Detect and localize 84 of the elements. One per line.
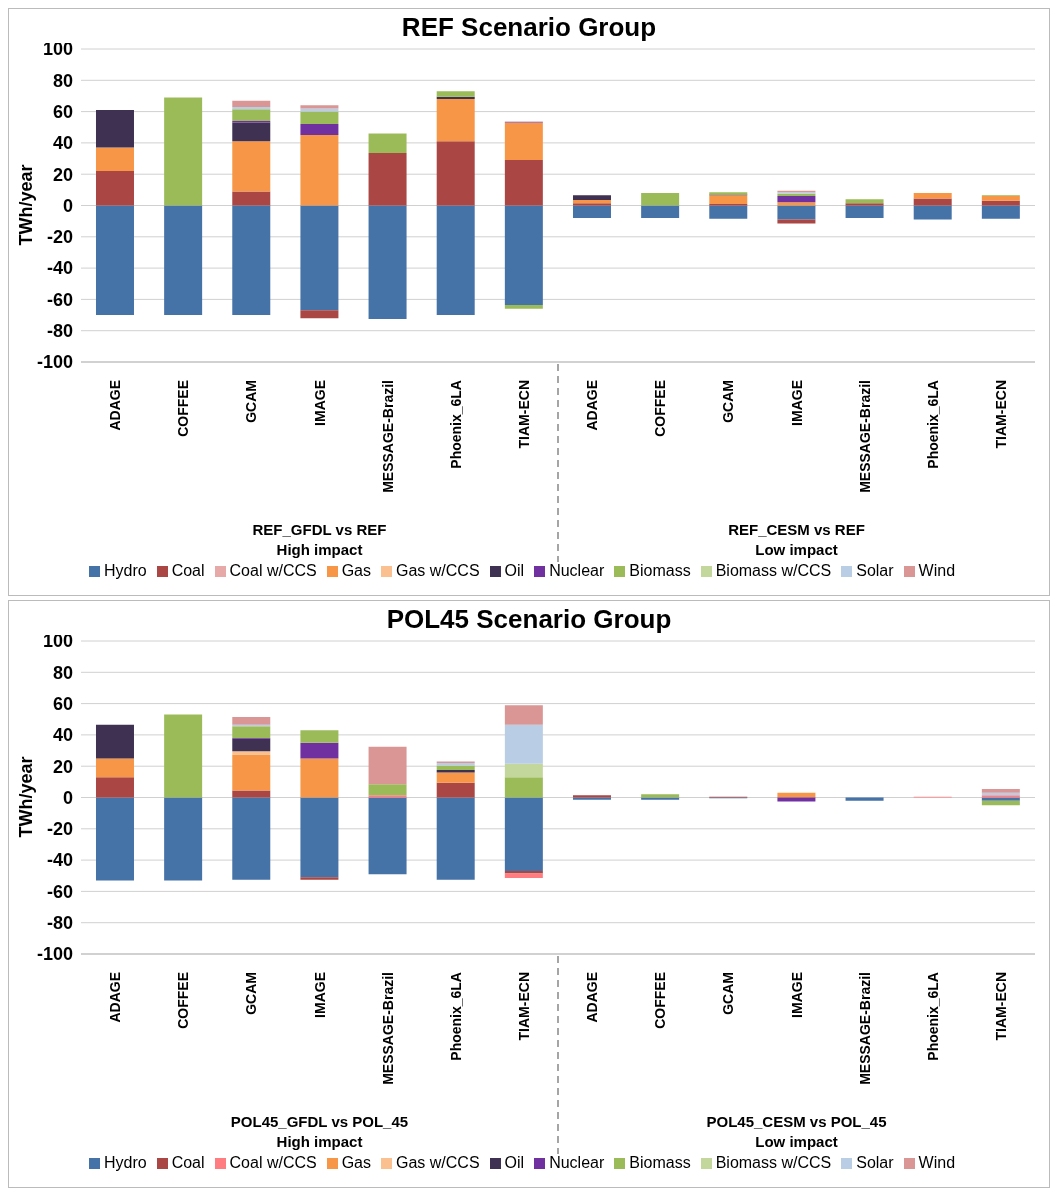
legend-label: Coal w/CCS [229,562,317,579]
x-tick-label: TIAM-ECN [515,972,532,1041]
y-tick-label: 20 [52,164,73,185]
legend-label: Biomass w/CCS [715,1154,832,1171]
legend-label: Gas w/CCS [396,1154,480,1171]
y-tick-label: 80 [52,662,73,683]
y-tick-label: -80 [46,913,73,934]
x-tick-label: GCAM [720,972,737,1015]
x-tick-label: Phoenix_6LA [924,380,941,469]
y-tick-label: 80 [52,70,73,91]
text: REF_CESM vs REF [727,520,866,540]
x-tick-label: IMAGE [311,380,328,426]
x-tick-label: COFFEE [175,380,192,437]
x-tick-label: IMAGE [788,972,805,1018]
x-tick-label: IMAGE [788,380,805,426]
y-tick-label: 40 [52,725,73,746]
x-tick-label: Phoenix_6LA [447,972,464,1061]
y-tick-label: -20 [46,819,73,840]
legend-label: Wind [918,1154,956,1171]
x-tick-label: ADAGE [584,972,601,1023]
legend-label: Gas [341,562,372,579]
legend-label: Coal [171,1154,205,1171]
x-tick-label: MESSAGE-Brazil [856,972,873,1085]
legend-label: Biomass [629,1154,691,1171]
y-tick-label: 100 [42,39,73,60]
x-tick-label: ADAGE [584,380,601,431]
x-tick-label: MESSAGE-Brazil [379,972,396,1085]
x-tick-label: ADAGE [107,972,124,1023]
legend-label: Coal w/CCS [229,1154,317,1171]
legend-label: Gas w/CCS [396,562,480,579]
y-tick-label: 0 [62,787,73,808]
y-tick-label: -40 [46,258,73,279]
y-tick-label: -60 [46,289,73,310]
x-tick-label: GCAM [243,380,260,423]
legend-label: Gas [341,1154,372,1171]
legend-label: Nuclear [549,1154,605,1171]
legend-label: Hydro [103,562,147,579]
legend-label: Oil [504,562,525,579]
y-tick-label: 100 [42,631,73,652]
y-tick-label: -100 [36,352,73,373]
x-tick-label: COFFEE [652,380,669,437]
text: POL45_CESM vs POL_45 [705,1112,888,1132]
y-axis-title: TWh/year [16,164,37,246]
y-tick-label: -80 [46,321,73,342]
chart-title: POL45 Scenario Group [386,604,672,634]
x-tick-label: TIAM-ECN [992,380,1009,449]
legend-label: Biomass [629,562,691,579]
x-tick-label: ADAGE [107,380,124,431]
x-tick-label: TIAM-ECN [992,972,1009,1041]
x-tick-label: GCAM [243,972,260,1015]
y-tick-label: -40 [46,850,73,871]
legend-label: Biomass w/CCS [715,562,832,579]
legend-label: Coal [171,562,205,579]
x-tick-label: MESSAGE-Brazil [856,380,873,493]
legend-label: Hydro [103,1154,147,1171]
text: Low impact [754,540,839,560]
y-tick-label: -100 [36,944,73,965]
legend-label: Wind [918,562,956,579]
y-tick-label: 0 [62,195,73,216]
text: POL45_GFDL vs POL_45 [229,1112,410,1132]
legend-label: Oil [504,1154,525,1171]
legend-label: Solar [856,562,894,579]
x-tick-label: Phoenix_6LA [924,972,941,1061]
chart-title: REF Scenario Group [401,12,657,42]
text: Low impact [754,1132,839,1152]
y-tick-label: 40 [52,133,73,154]
text: High impact [275,540,364,560]
y-tick-label: 60 [52,101,73,122]
legend-label: Solar [856,1154,894,1171]
x-tick-label: Phoenix_6LA [447,380,464,469]
x-tick-label: GCAM [720,380,737,423]
y-tick-label: -20 [46,227,73,248]
legend-label: Nuclear [549,562,605,579]
x-tick-label: IMAGE [311,972,328,1018]
y-axis-title: TWh/year [16,756,37,838]
y-tick-label: 60 [52,693,73,714]
x-tick-label: TIAM-ECN [515,380,532,449]
text: REF_GFDL vs REF [251,520,388,540]
x-tick-label: COFFEE [175,972,192,1029]
y-tick-label: 20 [52,756,73,777]
x-tick-label: MESSAGE-Brazil [379,380,396,493]
x-tick-label: COFFEE [652,972,669,1029]
text: High impact [275,1132,364,1152]
y-tick-label: -60 [46,881,73,902]
